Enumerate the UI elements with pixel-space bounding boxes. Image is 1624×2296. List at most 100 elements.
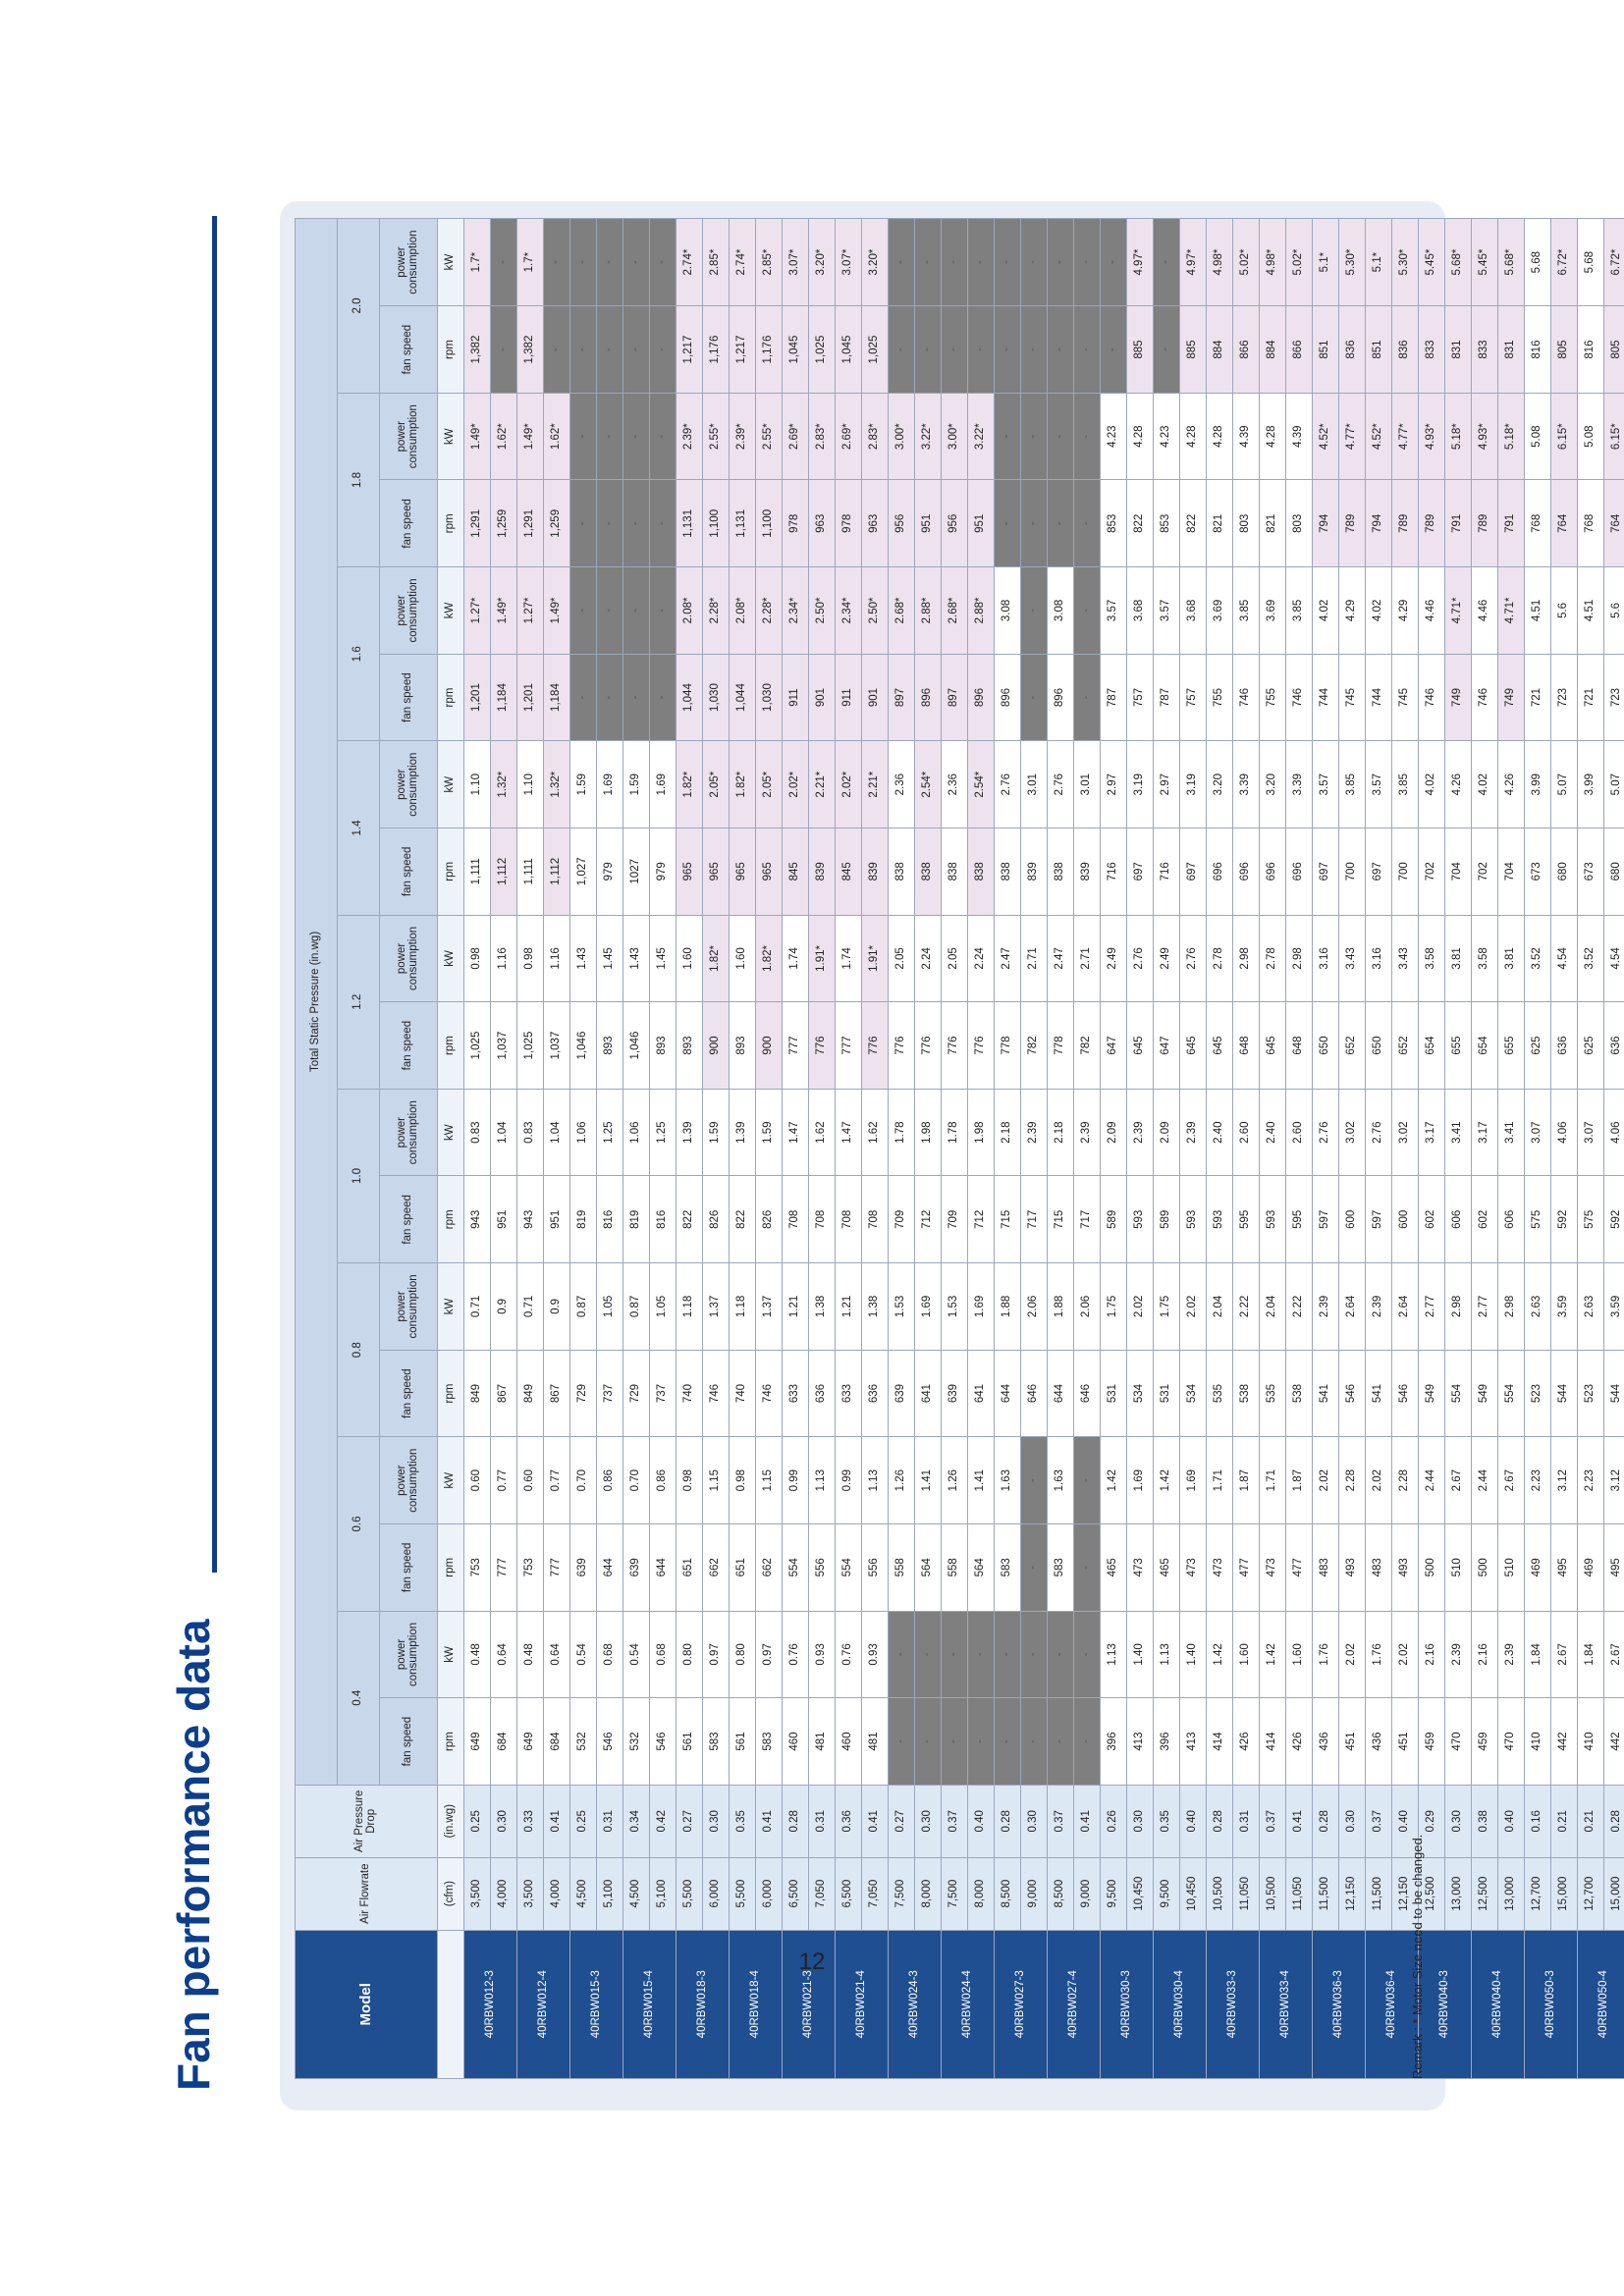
data-cell: 885 [1126,305,1154,394]
data-cell: 473 [1179,1523,1207,1612]
data-cell: 2.76 [1312,1089,1339,1176]
data-cell: 1.42 [1206,1611,1233,1698]
data-cell: 1,046 [569,1001,597,1090]
data-cell: 0.93 [808,1611,836,1698]
data-cell: 1.60 [1232,1611,1260,1698]
data-cell: 794 [1365,479,1392,567]
data-cell: - [569,218,597,306]
table-row: 10,450 0.30 413 1.40 473 1.69 534 2.02 593 2.39 64… [1126,218,1154,2079]
data-cell: 4.46 [1471,566,1498,655]
data-cell: 704 [1497,828,1525,916]
data-cell: 1,100 [702,479,730,567]
data-cell: 1.69 [596,740,623,828]
data-cell: 0.98 [516,915,544,1002]
data-cell: 0.9 [543,1262,570,1351]
table-row: 5,100 0.31 546 0.68 644 0.86 737 1.05 816 1.25 893… [596,218,623,2079]
data-cell: 5.30* [1338,218,1366,306]
data-cell: 0.28 [1603,1785,1624,1858]
data-cell: 3.07 [1524,1089,1551,1176]
data-cell: 0.99 [835,1436,862,1524]
data-cell: 2.47 [1047,915,1074,1002]
data-cell: 836 [1338,305,1366,394]
data-cell: 10,450 [1179,1857,1207,1931]
data-cell: 1,217 [729,305,756,394]
table-row: 11,050 0.31 426 1.60 477 1.87 538 2.22 595 2.60 64… [1232,218,1260,2079]
data-cell: 3.12 [1603,1436,1624,1524]
table-row: 5,100 0.42 546 0.68 644 0.86 737 1.05 816 1.25 893… [649,218,677,2079]
data-cell: 0.70 [623,1436,650,1524]
data-cell: 396 [1100,1697,1127,1786]
data-cell: - [1020,218,1048,306]
data-cell: 2.08* [729,566,756,655]
data-cell: 4.06 [1603,1089,1624,1176]
header-pressure-4: 1.2 [337,915,380,1090]
data-cell: 1.25 [596,1089,623,1176]
data-cell: - [1047,479,1074,567]
data-cell: 0.41 [755,1785,783,1858]
data-cell: 1,112 [490,828,517,916]
data-cell: 11,500 [1365,1857,1392,1931]
data-cell: 816 [596,1175,623,1263]
data-cell: 0.28 [1312,1785,1339,1858]
data-cell: 651 [729,1523,756,1612]
data-cell: 1.39 [676,1089,703,1176]
data-cell: 0.60 [463,1436,491,1524]
data-cell: - [596,479,623,567]
data-cell: 2.69* [782,393,809,480]
data-cell: - [1073,1697,1101,1786]
data-cell: 709 [941,1175,968,1263]
data-cell: 3.16 [1365,915,1392,1002]
data-cell: 943 [463,1175,491,1263]
data-cell: - [1020,479,1048,567]
data-cell: - [1047,1611,1074,1698]
data-cell: 897 [941,654,968,741]
data-cell: 911 [835,654,862,741]
data-cell: 979 [649,828,677,916]
data-cell: 470 [1497,1697,1525,1786]
data-cell: - [1047,1697,1074,1786]
data-cell: 4.71* [1444,566,1472,655]
data-cell: 535 [1259,1350,1286,1437]
data-cell: 12,150 [1338,1857,1366,1931]
data-cell: 5.08 [1524,393,1551,480]
data-cell: 510 [1497,1523,1525,1612]
unit-rpm: rpm [437,1175,464,1263]
data-cell: 709 [888,1175,915,1263]
data-cell: 1.10 [463,740,491,828]
data-cell: - [569,393,597,480]
data-cell: 744 [1365,654,1392,741]
data-cell: - [888,305,915,394]
data-cell: 816 [1524,305,1551,394]
data-cell: 2.68* [888,566,915,655]
data-cell: 680 [1550,828,1578,916]
data-cell: 583 [755,1697,783,1786]
data-cell: - [1073,1523,1101,1612]
data-cell: 1.59 [623,740,650,828]
data-cell: 2.02 [1312,1436,1339,1524]
data-cell: 1.62* [490,393,517,480]
data-cell: 2.21* [861,740,889,828]
data-cell: 4.23 [1100,393,1127,480]
table-row: 40RBW018-3 5,500 0.27 561 0.80 651 0.98 740 1.18… [676,218,730,2079]
data-cell: 1.69 [1179,1436,1207,1524]
data-cell: 4.97* [1126,218,1154,306]
data-cell: 2.36 [941,740,968,828]
data-cell: 4,000 [490,1857,517,1931]
unit-kw: kW [437,740,464,828]
data-cell: 3.17 [1471,1089,1498,1176]
table-row: 8,000 0.40- -564 1.41 641 1.69 712 1.98 776 2.24 8… [967,218,995,2079]
data-cell: 2.49 [1153,915,1180,1002]
data-cell: 538 [1285,1350,1313,1437]
data-cell: - [649,393,677,480]
data-cell: 8,500 [994,1857,1021,1931]
data-cell: 777 [543,1523,570,1612]
data-cell: 849 [516,1350,544,1437]
data-cell: 558 [941,1523,968,1612]
data-cell: - [1073,654,1101,741]
data-cell: 4.98* [1259,218,1286,306]
data-cell: 965 [676,828,703,916]
data-cell: - [1020,1523,1048,1612]
data-cell: 3.57 [1365,740,1392,828]
data-cell: 4,500 [623,1857,650,1931]
data-cell: 0.80 [729,1611,756,1698]
